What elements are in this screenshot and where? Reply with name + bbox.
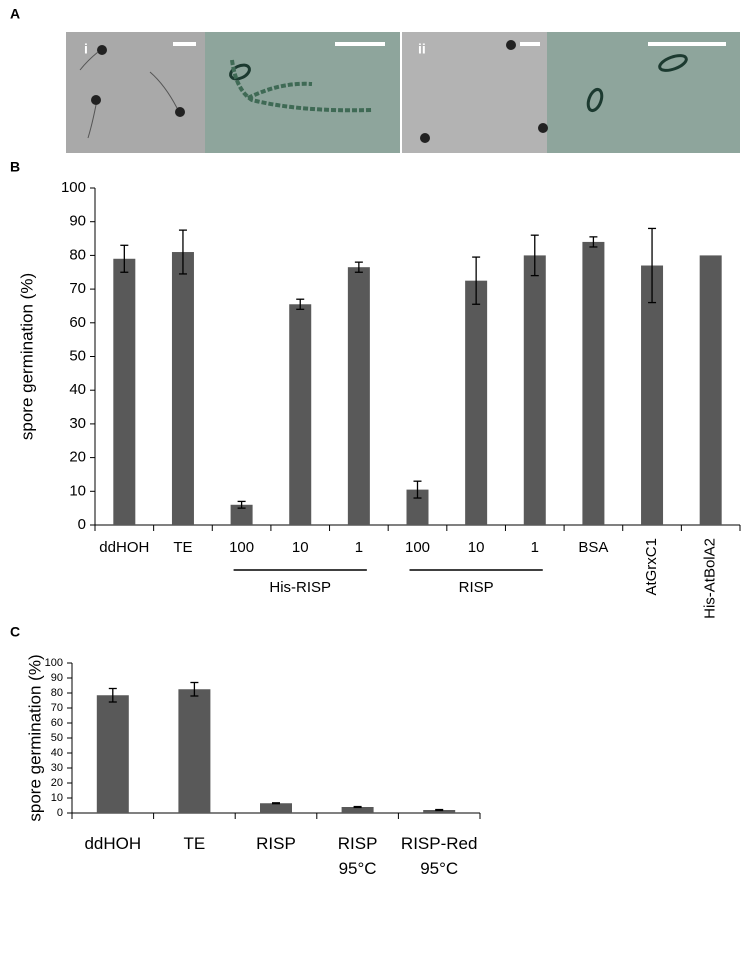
bar (230, 504, 253, 525)
y-tick-label: 100 (61, 179, 86, 196)
x-tick-label: TE (183, 834, 206, 853)
scale-bar (520, 42, 540, 46)
y-axis-title: spore germination (%) (17, 273, 36, 440)
x-tick-label: RISP 95°C (337, 834, 378, 878)
bar (406, 489, 429, 525)
hypha (149, 71, 178, 109)
x-tick-label: 1 (531, 539, 539, 556)
y-tick-label: 40 (69, 381, 86, 398)
image-label: ii (418, 41, 426, 57)
bar (113, 258, 136, 525)
y-tick-label: 10 (69, 482, 86, 499)
hypha (230, 59, 373, 113)
image-brightfield (402, 32, 547, 153)
y-tick-label: 10 (51, 792, 63, 804)
hypha (87, 104, 97, 139)
y-tick-label: 0 (78, 516, 86, 533)
spore (586, 87, 604, 113)
panel-label: C (10, 624, 20, 640)
bar (423, 810, 456, 813)
y-tick-label: 0 (57, 807, 63, 819)
micrograph-ii: ii (402, 32, 740, 153)
x-tick-label: BSA (578, 539, 608, 556)
x-tick-label: TE (173, 539, 192, 556)
x-tick-label: RISP-Red 95°C (400, 834, 478, 878)
spore (91, 95, 101, 105)
y-tick-label: 90 (51, 672, 63, 684)
spore (658, 54, 688, 72)
x-tick-label: 100 (405, 539, 430, 556)
x-tick-label: 10 (468, 539, 485, 556)
image-color (205, 32, 400, 153)
y-tick-label: 70 (51, 702, 63, 714)
spore (420, 133, 430, 143)
y-tick-label: 50 (51, 732, 63, 744)
spore (538, 123, 548, 133)
y-tick-label: 20 (69, 449, 86, 466)
scale-bar (335, 42, 385, 46)
x-tick-label: ddHOH (84, 834, 142, 853)
spore (175, 107, 185, 117)
y-tick-label: 20 (51, 777, 63, 789)
y-tick-label: 30 (69, 415, 86, 432)
x-tick-label: His-AtBolA2 (702, 538, 719, 619)
bar (341, 807, 374, 813)
y-tick-label: 30 (51, 762, 63, 774)
micrograph-i: i (66, 32, 400, 153)
y-tick-label: 60 (51, 717, 63, 729)
x-tick-label: AtGrxC1 (643, 538, 660, 596)
image-color (547, 32, 740, 153)
bar (582, 241, 605, 526)
bar (641, 265, 664, 525)
x-tick-label: ddHOH (99, 539, 149, 556)
panel-label: A (10, 6, 20, 22)
bar (699, 255, 722, 525)
y-tick-label: 100 (45, 657, 63, 669)
bar (96, 695, 129, 813)
group-label: RISP (459, 579, 494, 596)
bar (523, 255, 546, 525)
bar (260, 803, 292, 813)
y-tick-label: 80 (69, 246, 86, 263)
bar (171, 252, 194, 525)
bar (178, 689, 211, 813)
scale-bar (173, 42, 196, 46)
x-tick-label: 10 (292, 539, 309, 556)
image-label: i (84, 41, 88, 57)
bar (347, 267, 370, 525)
scale-bar (648, 42, 726, 46)
x-tick-label: 1 (355, 539, 363, 556)
y-tick-label: 70 (69, 280, 86, 297)
group-label: His-RISP (269, 579, 331, 596)
y-tick-label: 90 (69, 213, 86, 230)
spore (229, 63, 251, 81)
x-tick-label: RISP (256, 834, 296, 853)
hypha (79, 51, 99, 71)
spore (506, 40, 516, 50)
bar (289, 304, 312, 525)
y-tick-label: 60 (69, 314, 86, 331)
x-tick-label: 100 (229, 539, 254, 556)
y-tick-label: 80 (51, 687, 63, 699)
panel-label: B (10, 159, 20, 175)
spore (97, 45, 107, 55)
y-tick-label: 40 (51, 747, 63, 759)
y-axis-title: spore germination (%) (25, 654, 44, 821)
bar (465, 280, 488, 525)
y-tick-label: 50 (69, 347, 86, 364)
